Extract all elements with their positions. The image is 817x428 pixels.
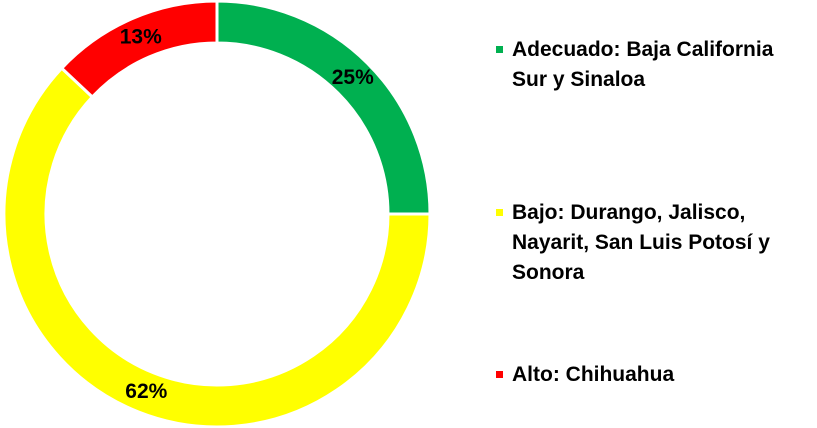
legend-swatch: [496, 371, 503, 378]
donut-segment: [215, 0, 432, 216]
legend-swatch: [496, 46, 503, 53]
data-label: 25%: [332, 66, 374, 89]
legend-label: Adecuado: Baja California Sur y Sinaloa: [512, 38, 774, 91]
data-label: 62%: [125, 380, 167, 403]
donut-segment: [2, 66, 432, 428]
legend-item: Adecuado: Baja California Sur y Sinaloa: [496, 35, 814, 95]
donut-segment: [59, 0, 219, 100]
donut: 25% 62% 13%: [2, 0, 432, 428]
legend-label: Bajo: Durango, Jalisco, Nayarit, San Lui…: [512, 201, 770, 284]
legend-item: Alto: Chihuahua: [496, 360, 814, 390]
legend-swatch: [496, 209, 503, 216]
data-label: 13%: [120, 25, 162, 48]
legend-item: Bajo: Durango, Jalisco, Nayarit, San Lui…: [496, 198, 814, 288]
legend-label: Alto: Chihuahua: [512, 363, 675, 386]
